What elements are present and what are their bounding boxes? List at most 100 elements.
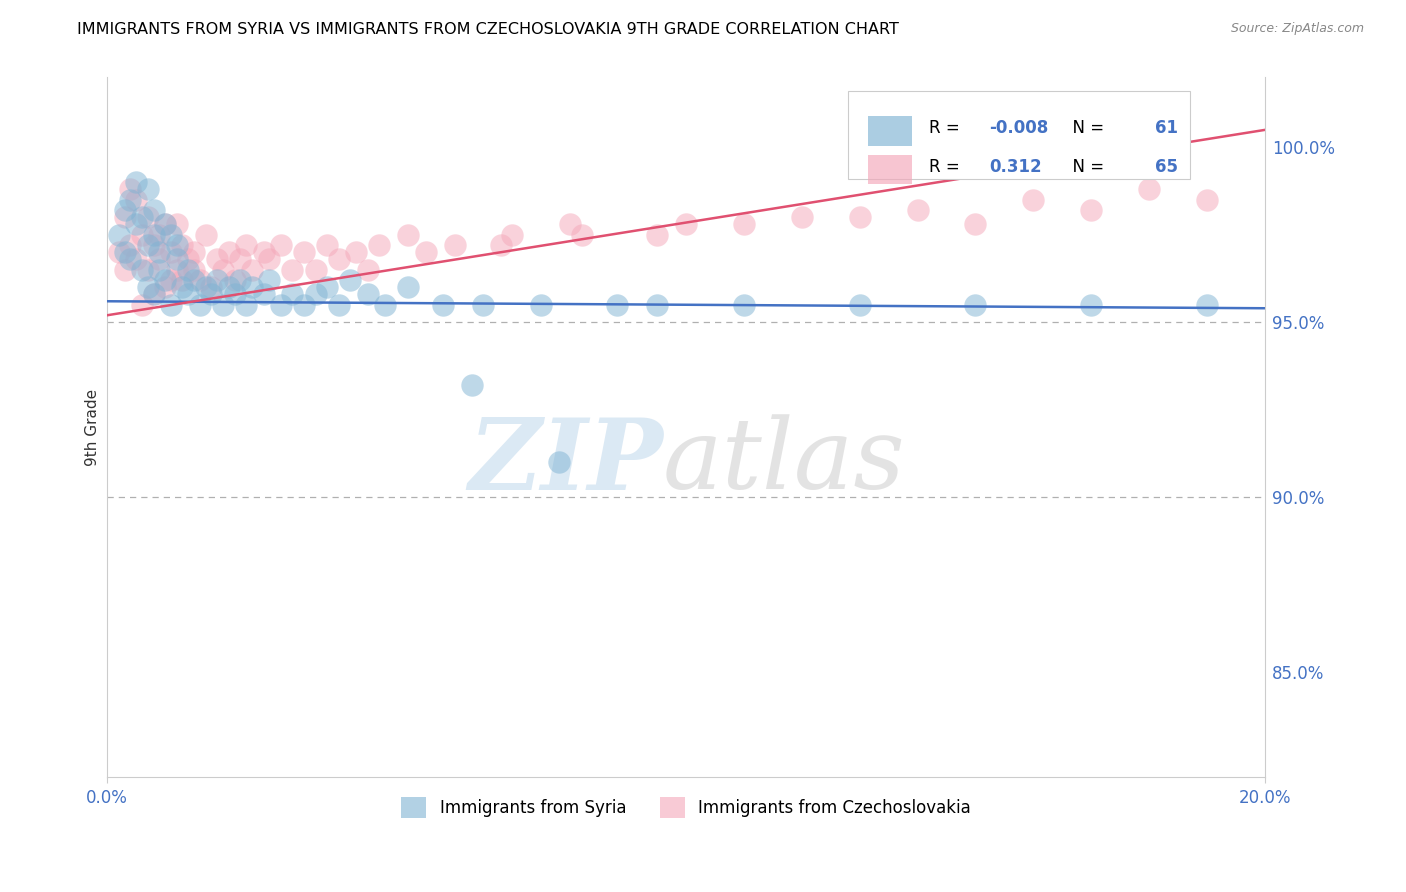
Point (148, 252, 170, 267)
Point (907, 203, 929, 218)
Point (501, 227, 523, 242)
Point (194, 227, 217, 242)
Text: atlas: atlas (662, 415, 905, 509)
Point (177, 262, 200, 277)
Point (131, 298, 153, 312)
Point (136, 262, 159, 277)
Point (125, 193, 148, 207)
Point (148, 245, 170, 260)
Point (733, 298, 755, 312)
Point (1195, 298, 1218, 312)
Point (108, 245, 131, 260)
Legend: Immigrants from Syria, Immigrants from Czechoslovakia: Immigrants from Syria, Immigrants from C… (395, 791, 977, 824)
Point (136, 182, 159, 196)
Point (229, 273, 252, 287)
Point (114, 245, 136, 260)
Point (224, 287, 246, 301)
Point (131, 262, 153, 277)
Point (292, 245, 315, 260)
Point (443, 238, 465, 252)
Point (166, 238, 188, 252)
Point (160, 245, 183, 260)
Text: 61: 61 (1154, 119, 1178, 136)
Point (304, 262, 326, 277)
Point (357, 287, 380, 301)
Point (606, 298, 628, 312)
Point (120, 193, 142, 207)
Point (432, 298, 454, 312)
Point (120, 252, 142, 267)
Point (848, 211, 870, 225)
Point (120, 182, 142, 196)
Point (339, 273, 361, 287)
Point (472, 298, 495, 312)
Point (142, 287, 165, 301)
Point (1022, 193, 1045, 207)
Point (675, 217, 697, 231)
Text: N =: N = (1063, 119, 1109, 136)
Point (125, 217, 148, 231)
Point (142, 227, 165, 242)
Point (292, 298, 315, 312)
Point (153, 217, 176, 231)
Point (368, 238, 391, 252)
Point (177, 252, 200, 267)
Point (235, 298, 257, 312)
Point (396, 280, 419, 294)
Point (148, 227, 170, 242)
Point (316, 238, 339, 252)
Point (183, 262, 205, 277)
Point (205, 252, 228, 267)
Point (218, 280, 240, 294)
Point (259, 273, 281, 287)
Point (131, 211, 153, 225)
Point (1080, 298, 1102, 312)
Y-axis label: 9th Grade: 9th Grade (86, 389, 100, 466)
Point (224, 273, 246, 287)
Text: 0.312: 0.312 (990, 158, 1042, 176)
Point (281, 262, 304, 277)
Point (200, 287, 222, 301)
Point (252, 287, 274, 301)
Point (188, 273, 211, 287)
Text: -0.008: -0.008 (990, 119, 1049, 136)
Text: IMMIGRANTS FROM SYRIA VS IMMIGRANTS FROM CZECHOSLOVAKIA 9TH GRADE CORRELATION CH: IMMIGRANTS FROM SYRIA VS IMMIGRANTS FROM… (77, 22, 900, 37)
Point (461, 378, 484, 392)
Point (125, 252, 148, 267)
Point (166, 217, 188, 231)
Point (153, 273, 176, 287)
Point (160, 298, 183, 312)
Point (142, 238, 165, 252)
Point (114, 211, 136, 225)
Point (108, 227, 131, 242)
Point (153, 217, 176, 231)
Point (160, 273, 183, 287)
Point (136, 238, 159, 252)
Bar (868, 154, 911, 184)
Point (252, 245, 274, 260)
Point (148, 262, 170, 277)
Point (530, 298, 553, 312)
Text: ZIP: ZIP (468, 414, 662, 510)
Point (125, 175, 148, 189)
Point (205, 273, 228, 287)
Text: R =: R = (929, 158, 965, 176)
Point (790, 211, 813, 225)
Point (848, 298, 870, 312)
Text: 65: 65 (1154, 158, 1178, 176)
Point (489, 238, 512, 252)
Point (218, 245, 240, 260)
Point (166, 252, 188, 267)
Point (328, 298, 350, 312)
Point (316, 280, 339, 294)
Point (200, 280, 222, 294)
Point (270, 298, 292, 312)
Text: R =: R = (929, 119, 965, 136)
Point (183, 273, 205, 287)
Point (240, 262, 263, 277)
Point (415, 245, 437, 260)
Text: N =: N = (1063, 158, 1109, 176)
Point (396, 227, 419, 242)
Point (235, 238, 257, 252)
Point (240, 280, 263, 294)
